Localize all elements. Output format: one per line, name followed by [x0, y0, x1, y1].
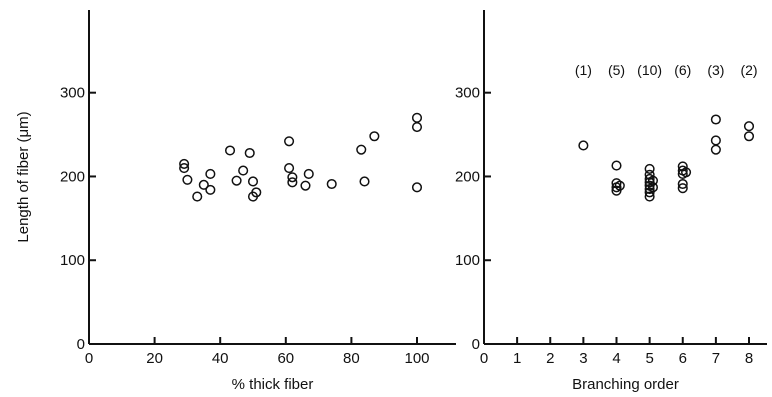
panel-branching-order: 0 100 200 300 0 1 2 3 4 5 6 7 8 Branching order (1) (5)… [455, 10, 767, 393]
x-tick-label: 8 [745, 350, 753, 367]
count-annotation: (10) [637, 62, 662, 78]
x-axis-title: % thick fiber [232, 376, 314, 393]
data-point [244, 147, 255, 159]
data-point [677, 178, 688, 190]
y-tick-label: 100 [60, 252, 85, 269]
y-tick-label: 200 [60, 168, 85, 185]
data-point [238, 165, 249, 176]
data-point [287, 172, 298, 183]
data-point [578, 140, 589, 151]
data-point [369, 131, 380, 142]
data-point [647, 175, 658, 186]
data-point [303, 168, 314, 179]
data-point [284, 163, 295, 174]
data-point [743, 131, 755, 142]
y-axis-title: Length of fiber (μm) [15, 111, 32, 242]
data-point [411, 112, 423, 123]
x-tick-label: 60 [277, 350, 294, 367]
x-tick-label: 80 [343, 350, 360, 367]
x-tick-label: 6 [679, 350, 687, 367]
data-point [611, 160, 622, 171]
data-point [614, 180, 625, 191]
data-point [287, 177, 298, 188]
data-point [411, 182, 423, 193]
x-tick-label: 2 [546, 350, 554, 367]
data-point [710, 144, 721, 155]
x-tick-label: 5 [645, 350, 653, 367]
data-point [326, 178, 337, 190]
y-tick-label: 300 [455, 85, 480, 102]
data-point [681, 167, 692, 178]
data-point [743, 121, 755, 132]
count-annotation: (6) [674, 62, 691, 78]
data-point [710, 114, 721, 125]
y-tick-label: 0 [472, 336, 480, 353]
x-tick-label: 7 [712, 350, 720, 367]
data-point [644, 163, 655, 174]
data-point [644, 187, 655, 198]
data-point [644, 191, 655, 202]
data-point [205, 184, 216, 195]
x-tick-label: 40 [212, 350, 229, 367]
data-point [359, 176, 370, 187]
y-tick-label: 200 [455, 168, 480, 185]
data-point [284, 136, 295, 147]
data-point [611, 185, 622, 196]
x-tick-label: 0 [480, 350, 488, 367]
x-axis-title: Branching order [572, 376, 679, 393]
data-point [179, 163, 190, 174]
x-tick-label: 100 [404, 350, 429, 367]
y-tick-label: 300 [60, 85, 85, 102]
x-tick-label: 4 [612, 350, 620, 367]
x-tick-label: 1 [513, 350, 521, 367]
data-point [231, 175, 242, 186]
data-point [182, 174, 193, 185]
data-point [224, 145, 236, 156]
data-point [644, 169, 655, 180]
data-point [647, 182, 658, 193]
data-point [677, 161, 688, 172]
y-tick-label: 100 [455, 252, 480, 269]
count-annotation: (1) [575, 62, 592, 78]
data-point [192, 191, 203, 202]
count-annotation: (3) [707, 62, 724, 78]
data-point [356, 144, 367, 155]
data-point [205, 168, 216, 179]
y-tick-label: 0 [77, 336, 85, 353]
x-tick-label: 20 [146, 350, 163, 367]
data-point [300, 180, 311, 191]
data-point [179, 158, 190, 169]
data-point [247, 176, 259, 187]
x-tick-label: 3 [579, 350, 587, 367]
data-point [198, 179, 209, 190]
x-tick-label: 0 [85, 350, 93, 367]
data-point [411, 121, 423, 133]
data-point [677, 183, 688, 194]
panel-thick-fiber: 0 100 200 300 0 20 40 60 80 100 % thick fiber Lengt… [15, 10, 456, 393]
data-point [251, 187, 262, 198]
data-point [710, 135, 721, 146]
count-annotation: (2) [740, 62, 757, 78]
count-annotation: (5) [608, 62, 625, 78]
